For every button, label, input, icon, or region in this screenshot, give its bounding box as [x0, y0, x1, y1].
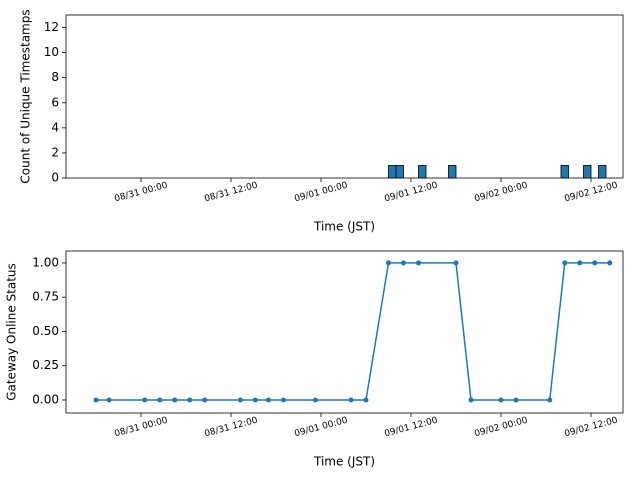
point: [187, 397, 193, 403]
point: [237, 397, 243, 403]
point: [202, 397, 208, 403]
point: [547, 397, 553, 403]
series-line: [96, 262, 610, 401]
bar: [583, 165, 592, 179]
axes-frame: [65, 250, 624, 414]
point: [386, 260, 391, 266]
x-tick-label: 09/02 12:00: [563, 415, 619, 439]
y-tick-label: 10: [44, 45, 59, 59]
y-tick-label: 0.25: [32, 358, 59, 372]
x-tick-label: 09/02 12:00: [563, 180, 619, 204]
x-tick-label: 09/01 12:00: [383, 180, 439, 204]
point: [592, 260, 598, 266]
x-tick-label: 08/31 00:00: [113, 180, 169, 204]
bar: [418, 165, 427, 179]
y-tick-label: 2: [51, 145, 59, 159]
point: [453, 260, 459, 266]
point: [142, 397, 148, 403]
y-tick-label: 1.00: [32, 255, 59, 269]
y-tick-label: 0.75: [32, 290, 59, 304]
y-axis-label: Gateway Online Status: [5, 263, 19, 401]
point: [252, 397, 258, 403]
point: [93, 397, 99, 403]
x-tick-label: 08/31 12:00: [203, 415, 259, 439]
point: [281, 397, 286, 403]
point: [468, 397, 474, 403]
point: [562, 260, 568, 266]
y-tick-label: 4: [51, 120, 59, 134]
point: [498, 397, 504, 403]
bar: [388, 165, 397, 179]
point: [513, 397, 519, 403]
point: [106, 397, 112, 403]
point: [266, 397, 271, 403]
x-tick-label: 08/31 00:00: [113, 415, 169, 439]
y-tick-label: 0.00: [32, 392, 59, 406]
point: [312, 397, 318, 403]
x-tick-label: 08/31 12:00: [203, 180, 259, 204]
point: [172, 397, 178, 403]
x-tick-label: 09/01 12:00: [383, 415, 439, 439]
bar: [598, 165, 607, 179]
point: [577, 260, 583, 266]
y-tick-label: 8: [51, 70, 59, 84]
y-axis-label: Count of Unique Timestamps: [19, 9, 33, 183]
point: [363, 397, 369, 403]
x-tick-label: 09/02 00:00: [473, 415, 529, 439]
x-tick-label: 09/02 00:00: [473, 180, 529, 204]
point: [157, 397, 163, 403]
point: [401, 260, 406, 266]
point: [348, 397, 354, 403]
x-axis-label: Time (JST): [313, 220, 375, 234]
x-tick-label: 09/01 00:00: [293, 415, 349, 439]
bar: [560, 165, 569, 179]
point: [416, 260, 421, 266]
bar: [448, 165, 457, 179]
y-tick-label: 0: [51, 171, 59, 185]
x-tick-label: 09/01 00:00: [293, 180, 349, 204]
point: [607, 260, 613, 266]
y-tick-label: 0.50: [32, 324, 59, 338]
axes-frame: [65, 14, 624, 179]
y-tick-label: 12: [44, 20, 59, 34]
bar: [395, 165, 404, 179]
y-tick-label: 6: [51, 95, 59, 109]
x-axis-label: Time (JST): [313, 455, 375, 469]
